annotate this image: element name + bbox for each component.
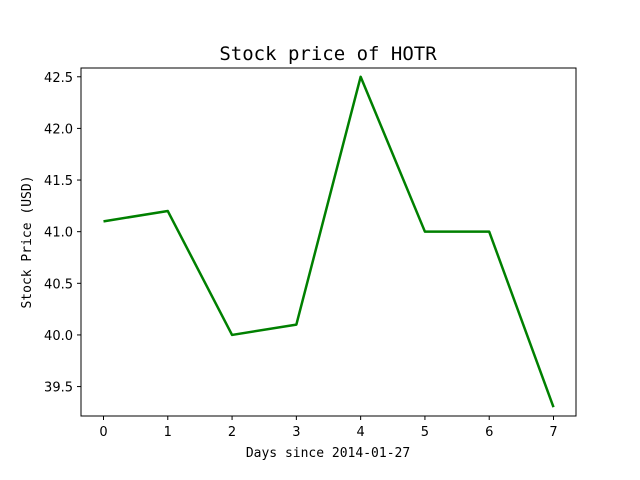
- series-layer: [103, 75, 555, 408]
- y-tick-label: 42.5: [44, 71, 73, 86]
- y-tick-label: 39.5: [44, 381, 73, 396]
- plot-frame: [80, 67, 577, 417]
- x-tick-label: 5: [421, 425, 429, 440]
- y-tick-label: 40.5: [44, 277, 73, 292]
- y-axis-ticks: 39.5 40.0 40.5 41.0 41.5 42.0 42.5: [44, 71, 81, 396]
- y-axis-label: Stock Price (USD): [20, 175, 35, 308]
- y-tick-label: 40.0: [44, 329, 73, 344]
- x-tick-label: 3: [292, 425, 300, 440]
- x-tick-label: 4: [357, 425, 365, 440]
- x-tick-label: 0: [99, 425, 107, 440]
- y-tick-label: 42.0: [44, 122, 73, 137]
- y-tick-label: 41.5: [44, 174, 73, 189]
- x-axis-ticks: 0 1 2 3 4 5 6 7: [99, 416, 558, 440]
- x-tick-label: 6: [485, 425, 493, 440]
- chart-title: Stock price of HOTR: [219, 43, 437, 65]
- x-tick-label: 2: [228, 425, 236, 440]
- x-tick-label: 7: [549, 425, 557, 440]
- y-tick-label: 41.0: [44, 226, 73, 241]
- x-tick-label: 1: [164, 425, 172, 440]
- series-line: [103, 75, 555, 408]
- x-axis-label: Days since 2014-01-27: [246, 446, 410, 461]
